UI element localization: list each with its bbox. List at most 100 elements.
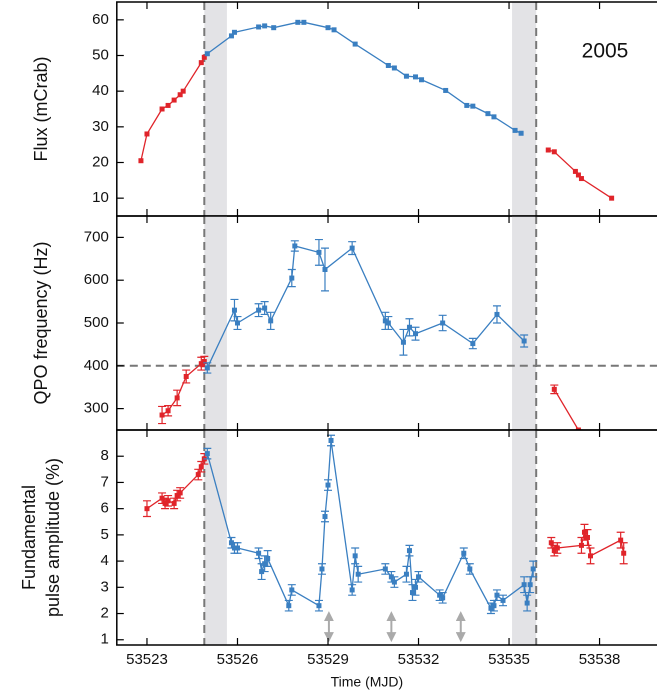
data-point [322, 267, 328, 272]
data-point [572, 168, 578, 174]
data-point [325, 25, 331, 31]
data-point [352, 41, 358, 47]
series-line [146, 458, 205, 510]
data-point [416, 574, 422, 580]
data-point [162, 500, 168, 506]
data-point [171, 500, 177, 506]
data-point [621, 550, 627, 556]
x-axis-label: Time (MJD) [331, 674, 404, 690]
y-tick-label: 3 [100, 578, 108, 595]
data-point [231, 307, 237, 313]
data-point [406, 548, 412, 554]
data-point [256, 24, 262, 30]
data-point [545, 147, 551, 153]
data-point [391, 65, 397, 71]
data-point [159, 106, 165, 112]
data-point [262, 305, 268, 311]
x-tick-label: 53526 [217, 651, 259, 668]
data-point [584, 535, 590, 540]
data-point [144, 506, 150, 512]
data-point [530, 566, 536, 572]
panel [142, 430, 628, 645]
data-point [174, 395, 180, 401]
series-line [206, 245, 525, 369]
panel-frame [116, 429, 657, 646]
data-point [177, 490, 183, 496]
data-point [500, 597, 506, 603]
y-tick-label: 400 [84, 357, 109, 374]
data-point [201, 359, 207, 365]
x-tick-label: 53523 [126, 651, 168, 668]
data-point [165, 408, 171, 414]
data-point [413, 74, 419, 80]
data-point [325, 482, 331, 488]
y-tick-label: 5 [100, 526, 108, 543]
shaded-band [204, 430, 227, 645]
series-line [553, 389, 579, 430]
y-tick-label: 700 [84, 228, 109, 245]
data-point [177, 92, 183, 98]
data-point [165, 102, 171, 108]
data-point [400, 339, 406, 345]
data-point [491, 114, 497, 120]
data-point [512, 127, 518, 133]
data-point [470, 103, 476, 109]
data-point [494, 592, 500, 598]
data-point [406, 324, 412, 330]
data-point [289, 587, 295, 593]
y-tick-label: 6 [100, 500, 108, 517]
y-tick-label: 1 [100, 631, 108, 648]
data-point [165, 498, 171, 504]
series-line [140, 56, 205, 161]
data-point [174, 493, 180, 499]
y-tick-label: 50 [92, 46, 109, 63]
data-point [521, 582, 527, 588]
data-point [262, 561, 268, 567]
data-point [183, 374, 189, 379]
series-line [206, 440, 534, 610]
y-tick-label: 600 [84, 271, 109, 288]
data-point [551, 149, 557, 155]
y-tick-label: 7 [100, 473, 108, 490]
data-point [391, 579, 397, 585]
x-tick-label: 53538 [579, 651, 621, 668]
data-point [403, 571, 409, 577]
data-point [352, 553, 358, 559]
data-point [491, 603, 497, 609]
data-point [319, 566, 325, 572]
data-point [588, 553, 594, 559]
data-point [316, 249, 322, 255]
data-point [548, 540, 554, 546]
data-point [349, 245, 355, 251]
data-point [488, 605, 494, 611]
data-point [419, 77, 425, 83]
data-point [198, 60, 204, 66]
shaded-band [512, 216, 537, 430]
y-tick-label: 40 [92, 82, 109, 99]
data-point [286, 603, 292, 609]
data-point [527, 582, 533, 588]
data-point [289, 275, 295, 281]
y-tick-label: 10 [92, 189, 109, 206]
y-tick-label: 500 [84, 314, 109, 331]
shaded-band [512, 430, 537, 645]
data-point [268, 318, 274, 324]
y-tick-label: 4 [100, 552, 108, 569]
panel [116, 216, 657, 430]
data-point [461, 550, 467, 556]
data-point [518, 130, 524, 136]
y-tick-label: 8 [100, 447, 108, 464]
panel-frame [116, 1, 657, 217]
data-point [551, 548, 557, 554]
data-point [524, 600, 530, 606]
data-point [144, 131, 150, 137]
data-point [440, 595, 446, 601]
x-tick-label: 53529 [307, 651, 349, 668]
data-point [262, 23, 268, 29]
data-point [228, 33, 234, 39]
shaded-band [204, 2, 227, 216]
data-point [403, 73, 409, 79]
data-point [295, 19, 301, 25]
data-point [494, 311, 500, 317]
data-point [316, 603, 322, 609]
